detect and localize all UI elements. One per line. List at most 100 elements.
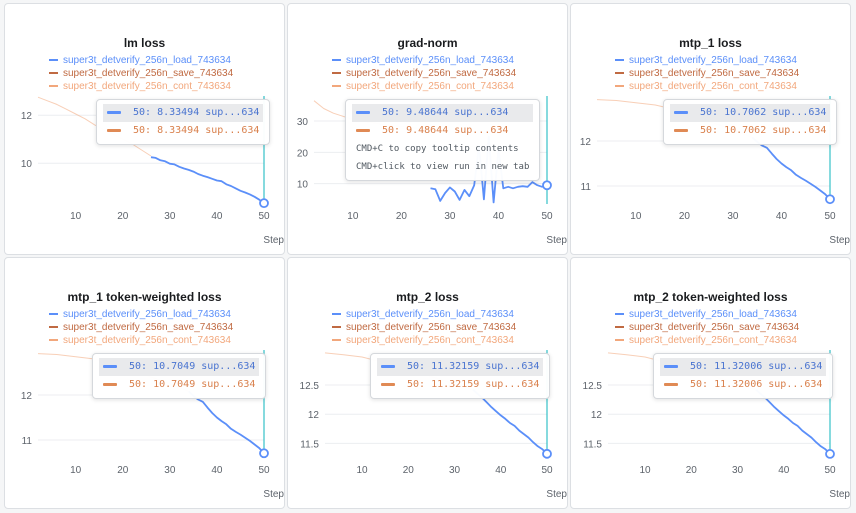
panel-title: mtp_1 loss [679, 36, 742, 50]
y-tick-label: 12 [591, 410, 603, 421]
x-tick-label: 10 [70, 465, 82, 476]
series-line [188, 390, 265, 454]
chart-panel-grad-norm[interactable]: grad-norm super3t_detverify_256n_load_74… [287, 3, 568, 255]
legend-item-load[interactable]: super3t_detverify_256n_load_743634 [615, 308, 799, 321]
x-tick-label: 30 [164, 211, 176, 222]
x-tick-label: 50 [541, 465, 553, 476]
legend-item-save[interactable]: super3t_detverify_256n_save_743634 [332, 321, 516, 334]
legend-item-cont[interactable]: super3t_detverify_256n_cont_743634 [332, 80, 516, 93]
legend-item-save[interactable]: super3t_detverify_256n_save_743634 [49, 321, 233, 334]
y-tick-label: 12.5 [583, 381, 603, 392]
legend-label: super3t_detverify_256n_cont_743634 [63, 81, 231, 92]
legend: super3t_detverify_256n_load_743634 super… [615, 308, 799, 347]
tooltip-swatch [381, 382, 395, 386]
legend: super3t_detverify_256n_load_743634 super… [49, 308, 233, 347]
tooltip-row: 50: 8.33494 sup...634 [103, 104, 264, 122]
y-tick-label: 20 [297, 148, 309, 159]
x-axis-label: Step [546, 235, 567, 246]
chart-panel-mtp1-loss[interactable]: mtp_1 loss super3t_detverify_256n_load_7… [570, 3, 851, 255]
hover-tooltip: 50: 10.7062 sup...634 50: 10.7062 sup...… [663, 99, 838, 145]
legend: super3t_detverify_256n_load_743634 super… [615, 54, 799, 93]
y-tick-label: 11 [22, 436, 33, 447]
y-tick-label: 11.5 [300, 439, 319, 450]
legend-swatch [332, 313, 341, 316]
legend: super3t_detverify_256n_load_743634 super… [332, 54, 516, 93]
legend-item-load[interactable]: super3t_detverify_256n_load_743634 [49, 54, 233, 67]
hover-tooltip: 50: 8.33494 sup...634 50: 8.33494 sup...… [96, 99, 271, 145]
panel-title: lm loss [123, 36, 166, 50]
tooltip-row: 50: 10.7062 sup...634 [670, 104, 831, 122]
hover-point [259, 198, 269, 209]
tooltip-row: 50: 11.32006 sup...634 [660, 376, 826, 394]
legend-item-save[interactable]: super3t_detverify_256n_save_743634 [615, 321, 799, 334]
plot-area[interactable]: 11.5 12 12.5 10 20 30 40 50 Step [288, 258, 569, 510]
legend-swatch [615, 339, 624, 342]
hover-point [542, 448, 552, 459]
panel-title: mtp_2 loss [396, 290, 459, 304]
legend-label: super3t_detverify_256n_load_743634 [63, 55, 231, 66]
x-axis-label: Step [263, 235, 284, 246]
legend-swatch [332, 72, 341, 75]
chart-panel-mtp1-token-weighted-loss[interactable]: mtp_1 token-weighted loss super3t_detver… [4, 257, 285, 509]
x-tick-label: 10 [356, 465, 368, 476]
tooltip-swatch [664, 382, 678, 386]
x-tick-label: 50 [824, 211, 836, 222]
tooltip-value: 50: 10.7062 sup...634 [700, 125, 827, 136]
tooltip-swatch [107, 128, 121, 132]
hover-tooltip: 50: 11.32159 sup...634 50: 11.32159 sup.… [370, 353, 551, 399]
legend-label: super3t_detverify_256n_cont_743634 [629, 81, 797, 92]
tooltip-row: 50: 9.48644 sup...634 [352, 104, 534, 122]
tooltip-hint: CMD+C to copy tooltip contents [356, 144, 519, 154]
x-tick-label: 20 [117, 465, 129, 476]
tooltip-row: 50: 11.32006 sup...634 [660, 358, 827, 376]
legend-item-cont[interactable]: super3t_detverify_256n_cont_743634 [615, 334, 799, 347]
legend-label: super3t_detverify_256n_cont_743634 [629, 335, 797, 346]
tooltip-swatch [356, 128, 370, 132]
tooltip-row: 50: 8.33494 sup...634 [103, 122, 263, 140]
legend-label: super3t_detverify_256n_cont_743634 [346, 81, 514, 92]
tooltip-swatch [356, 110, 370, 114]
chart-panel-mtp2-token-weighted-loss[interactable]: mtp_2 token-weighted loss super3t_detver… [570, 257, 851, 509]
series-line [150, 156, 265, 204]
legend-item-cont[interactable]: super3t_detverify_256n_cont_743634 [49, 80, 233, 93]
tooltip-value: 50: 9.48644 sup...634 [382, 107, 509, 118]
legend-swatch [615, 313, 624, 316]
legend-swatch [49, 85, 58, 88]
legend-item-cont[interactable]: super3t_detverify_256n_cont_743634 [332, 334, 516, 347]
plot-area[interactable]: 11.5 12 12.5 10 20 30 40 50 Step [571, 258, 852, 510]
legend-item-load[interactable]: super3t_detverify_256n_load_743634 [332, 54, 516, 67]
legend-item-load[interactable]: super3t_detverify_256n_load_743634 [332, 308, 516, 321]
hover-point [542, 180, 552, 191]
legend-item-save[interactable]: super3t_detverify_256n_save_743634 [49, 67, 233, 80]
hover-point [825, 194, 835, 205]
x-tick-label: 30 [164, 465, 176, 476]
legend-item-cont[interactable]: super3t_detverify_256n_cont_743634 [49, 334, 233, 347]
panel-title: mtp_2 token-weighted loss [633, 290, 788, 304]
legend-item-save[interactable]: super3t_detverify_256n_save_743634 [332, 67, 516, 80]
tooltip-value: 50: 11.32159 sup...634 [407, 361, 540, 372]
legend-swatch [615, 326, 624, 329]
legend-item-load[interactable]: super3t_detverify_256n_load_743634 [49, 308, 233, 321]
legend-label: super3t_detverify_256n_save_743634 [629, 68, 800, 79]
x-tick-label: 40 [776, 211, 788, 222]
legend-swatch [49, 313, 58, 316]
legend-item-cont[interactable]: super3t_detverify_256n_cont_743634 [615, 80, 799, 93]
tooltip-row: 50: 9.48644 sup...634 [352, 122, 533, 140]
tooltip-swatch [107, 110, 121, 114]
y-tick-label: 11.5 [583, 439, 602, 450]
tooltip-row: 50: 11.32159 sup...634 [377, 376, 543, 394]
chart-panel-lm-loss[interactable]: lm loss super3t_detverify_256n_load_7436… [4, 3, 285, 255]
x-tick-label: 10 [347, 211, 359, 222]
legend-item-load[interactable]: super3t_detverify_256n_load_743634 [615, 54, 799, 67]
series-line [751, 136, 831, 200]
legend-swatch [49, 326, 58, 329]
y-tick-label: 11 [581, 182, 592, 193]
x-tick-label: 20 [686, 465, 698, 476]
legend-swatch [615, 59, 624, 62]
legend-item-save[interactable]: super3t_detverify_256n_save_743634 [615, 67, 799, 80]
chart-panel-mtp2-loss[interactable]: mtp_2 loss super3t_detverify_256n_load_7… [287, 257, 568, 509]
tooltip-value: 50: 8.33494 sup...634 [133, 107, 260, 118]
tooltip-swatch [664, 364, 678, 368]
x-tick-label: 30 [727, 211, 739, 222]
tooltip-swatch [381, 364, 395, 368]
